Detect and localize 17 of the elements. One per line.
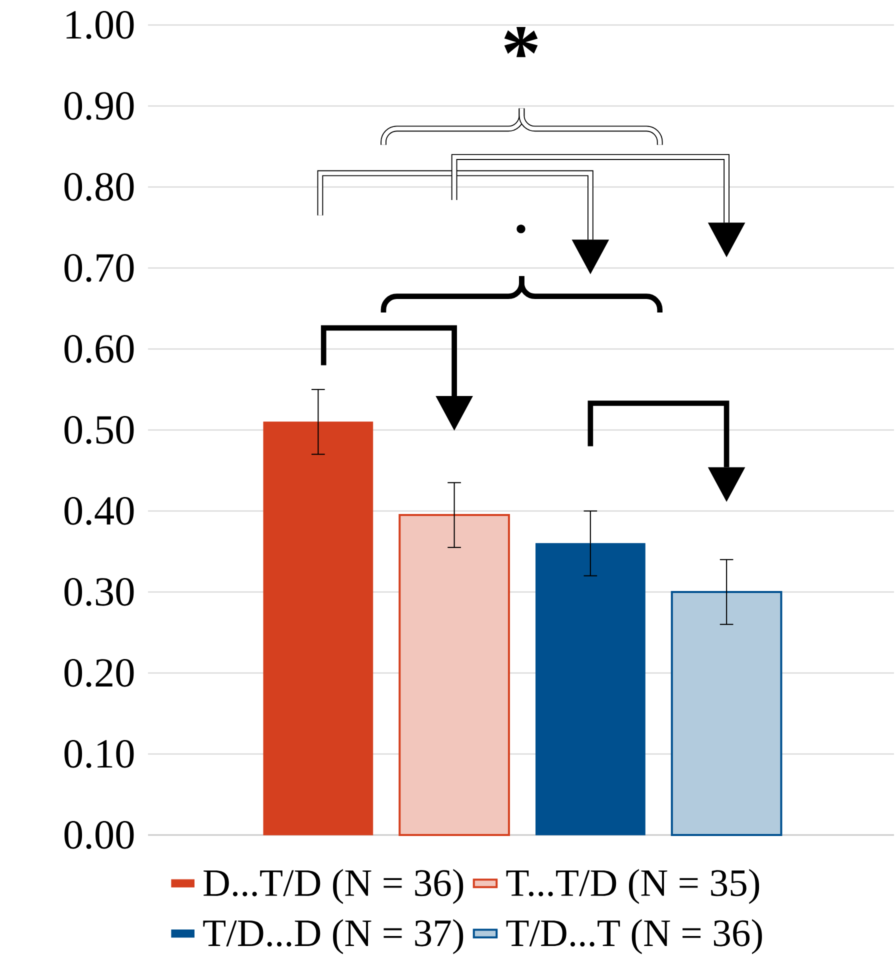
legend-label: T...T/D (N = 35) — [506, 868, 760, 904]
y-tick-label: 0.50 — [64, 416, 134, 444]
y-tick-label: 0.20 — [64, 658, 134, 688]
annotation: · — [516, 224, 526, 234]
y-tick-label: 0.70 — [64, 254, 134, 282]
legend-label: D...T/D (N = 36) — [204, 868, 464, 904]
y-tick-label: 0.60 — [64, 334, 134, 364]
y-tick-label: 1.00 — [66, 10, 134, 40]
y-tick-label: 0.10 — [64, 740, 134, 768]
annotation: * — [504, 26, 538, 58]
y-tick-label: 0.80 — [64, 172, 134, 202]
legend-label: T/D...T (N = 36) — [506, 919, 762, 954]
y-tick-label: 0.00 — [64, 820, 134, 850]
y-tick-label: 0.40 — [64, 496, 134, 526]
legend-label: T/D...D (N = 37) — [203, 919, 464, 954]
y-tick-label: 0.90 — [64, 92, 134, 120]
y-tick-label: 0.30 — [64, 578, 134, 606]
